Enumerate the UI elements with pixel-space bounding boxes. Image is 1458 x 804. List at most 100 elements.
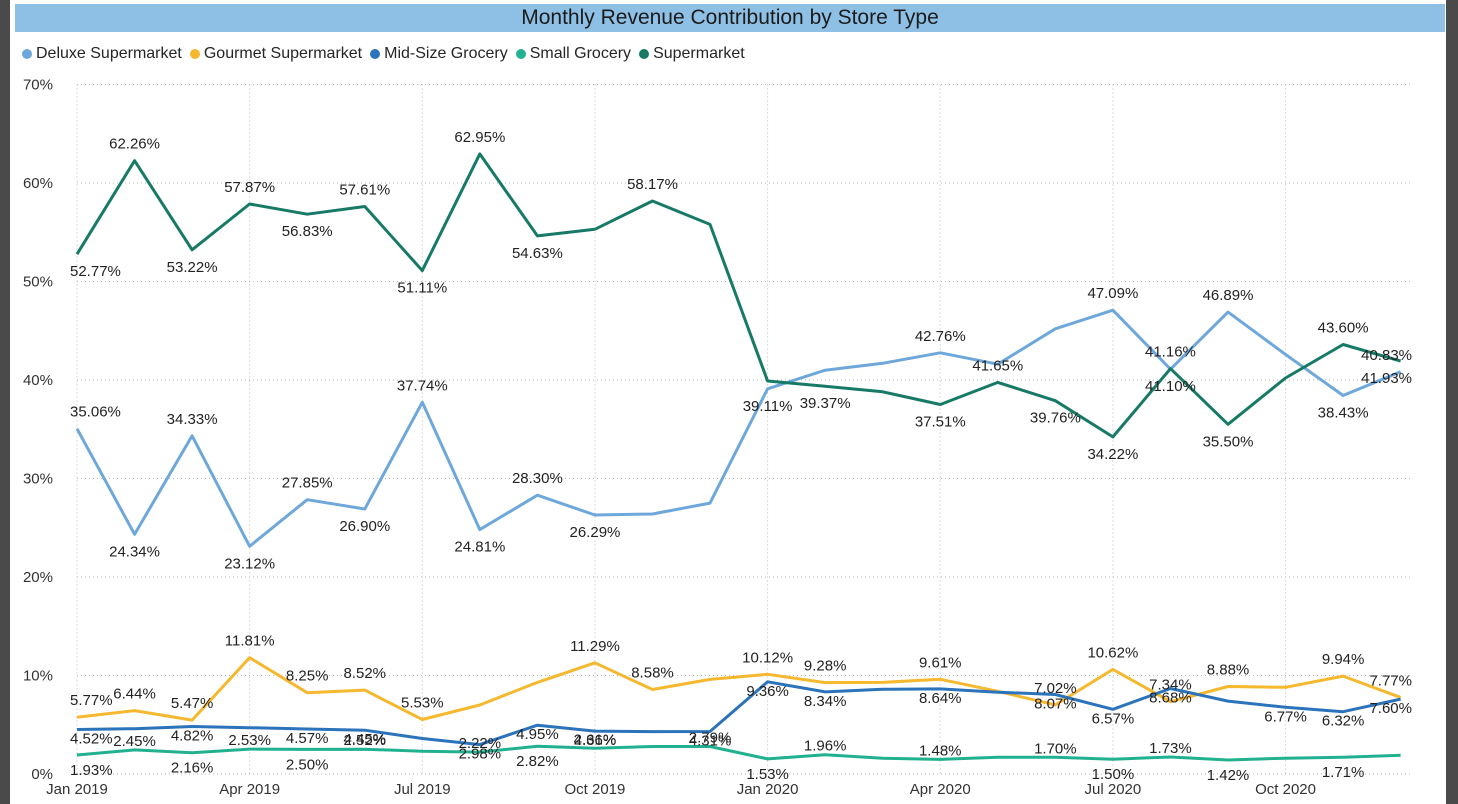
data-label: 62.95% bbox=[454, 129, 505, 146]
data-label: 24.34% bbox=[109, 543, 160, 560]
data-label: 26.90% bbox=[339, 518, 390, 535]
y-tick-label: 0% bbox=[31, 766, 53, 783]
data-label: 2.79% bbox=[689, 730, 732, 747]
data-label: 34.33% bbox=[167, 411, 218, 428]
data-label: 2.61% bbox=[574, 731, 617, 748]
data-label: 56.83% bbox=[282, 223, 333, 240]
y-tick-label: 70% bbox=[23, 77, 53, 94]
data-label: 6.32% bbox=[1322, 713, 1365, 730]
data-label: 52.77% bbox=[70, 263, 121, 280]
data-label: 54.63% bbox=[512, 245, 563, 262]
data-label: 23.12% bbox=[224, 555, 275, 572]
data-label: 51.11% bbox=[397, 280, 447, 297]
data-label: 4.57% bbox=[286, 730, 329, 747]
chart-legend: Deluxe Supermarket Gourmet Supermarket Mid… bbox=[22, 44, 745, 64]
data-label: 41.16% bbox=[1145, 344, 1196, 361]
data-label: 39.11% bbox=[743, 398, 793, 415]
data-label: 6.77% bbox=[1264, 708, 1307, 725]
data-label: 4.31% bbox=[689, 733, 732, 750]
chart-title-bar: Monthly Revenue Contribution by Store Ty… bbox=[15, 4, 1445, 32]
data-label: 7.34% bbox=[1149, 677, 1192, 694]
legend-marker bbox=[370, 49, 381, 59]
data-label: 46.89% bbox=[1203, 287, 1254, 304]
legend-marker bbox=[515, 49, 526, 59]
data-label: 7.77% bbox=[1369, 672, 1412, 689]
data-label: 2.16% bbox=[171, 760, 214, 777]
data-label: 24.81% bbox=[454, 539, 505, 556]
data-label: 1.42% bbox=[1207, 767, 1250, 784]
x-tick-label: Jul 2020 bbox=[1085, 781, 1142, 798]
data-label: 1.48% bbox=[919, 742, 962, 759]
data-label: 4.36% bbox=[574, 732, 617, 749]
y-tick-label: 10% bbox=[23, 668, 53, 685]
y-tick-label: 50% bbox=[23, 274, 53, 291]
data-label: 53.22% bbox=[167, 259, 218, 276]
legend-item: Supermarket bbox=[639, 45, 745, 63]
y-tick-label: 60% bbox=[23, 175, 53, 192]
data-label: 9.94% bbox=[1322, 651, 1365, 668]
data-label: 4.82% bbox=[171, 728, 214, 745]
data-label: 42.76% bbox=[915, 328, 966, 345]
legend-item: Small Grocery bbox=[515, 45, 632, 63]
data-label: 47.09% bbox=[1087, 285, 1138, 302]
series-line bbox=[75, 152, 1402, 439]
data-label: 2.82% bbox=[516, 753, 559, 770]
legend-marker bbox=[22, 49, 32, 59]
data-label: 37.51% bbox=[915, 414, 966, 431]
data-label: 39.76% bbox=[1030, 410, 1081, 427]
data-label: 11.81% bbox=[225, 633, 275, 650]
data-label: 5.47% bbox=[171, 695, 214, 712]
data-label: 28.30% bbox=[512, 470, 563, 487]
window-edge-right bbox=[1446, 0, 1458, 804]
data-label: 8.07% bbox=[1034, 696, 1077, 713]
legend-marker bbox=[189, 49, 200, 59]
data-label: 5.77% bbox=[70, 692, 113, 709]
data-label: 38.43% bbox=[1318, 404, 1369, 421]
data-label: 8.64% bbox=[919, 690, 962, 707]
data-label: 35.50% bbox=[1203, 433, 1254, 450]
data-label: 10.12% bbox=[742, 649, 793, 666]
y-tick-label: 40% bbox=[23, 372, 53, 389]
data-label: 40.83% bbox=[1361, 347, 1412, 364]
x-tick-label: Apr 2019 bbox=[219, 781, 280, 798]
data-label: 11.29% bbox=[570, 638, 620, 655]
data-label: 2.52% bbox=[343, 732, 386, 749]
data-label: 2.22% bbox=[459, 735, 502, 752]
legend-label: Supermarket bbox=[653, 45, 745, 62]
x-tick-label: Apr 2020 bbox=[910, 781, 971, 798]
x-tick-label: Jan 2019 bbox=[46, 781, 108, 798]
y-tick-label: 20% bbox=[23, 569, 53, 586]
x-tick-label: Oct 2019 bbox=[565, 781, 626, 798]
data-label: 7.60% bbox=[1369, 700, 1412, 717]
x-tick-label: Jul 2019 bbox=[394, 781, 451, 798]
data-label: 5.53% bbox=[401, 695, 444, 712]
data-label: 6.57% bbox=[1092, 710, 1135, 727]
legend-item: Deluxe Supermarket bbox=[22, 45, 182, 63]
data-label: 41.65% bbox=[972, 357, 1023, 374]
legend-item: Gourmet Supermarket bbox=[189, 45, 362, 63]
data-label: 8.25% bbox=[286, 668, 329, 685]
data-label: 34.22% bbox=[1087, 446, 1138, 463]
data-label: 39.37% bbox=[800, 395, 851, 412]
data-label: 2.45% bbox=[113, 733, 156, 750]
legend-label: Small Grocery bbox=[529, 45, 632, 62]
data-label: 9.28% bbox=[804, 658, 847, 675]
x-tick-label: Jan 2020 bbox=[737, 781, 799, 798]
data-label: 62.26% bbox=[109, 136, 160, 153]
data-label: 27.85% bbox=[282, 475, 333, 492]
data-label: 37.74% bbox=[397, 377, 448, 394]
data-label: 41.10% bbox=[1145, 378, 1196, 395]
data-label: 8.68% bbox=[1149, 690, 1192, 707]
data-label: 1.53% bbox=[746, 766, 789, 783]
x-tick-label: Oct 2020 bbox=[1255, 781, 1316, 798]
data-label: 4.95% bbox=[516, 726, 559, 743]
series-line bbox=[76, 744, 1401, 762]
series-line bbox=[75, 308, 1402, 548]
series-line bbox=[76, 656, 1402, 722]
data-label: 2.98% bbox=[459, 746, 502, 763]
data-label: 10.62% bbox=[1087, 644, 1138, 661]
data-label: 2.53% bbox=[228, 732, 271, 749]
data-label: 6.44% bbox=[113, 686, 156, 703]
